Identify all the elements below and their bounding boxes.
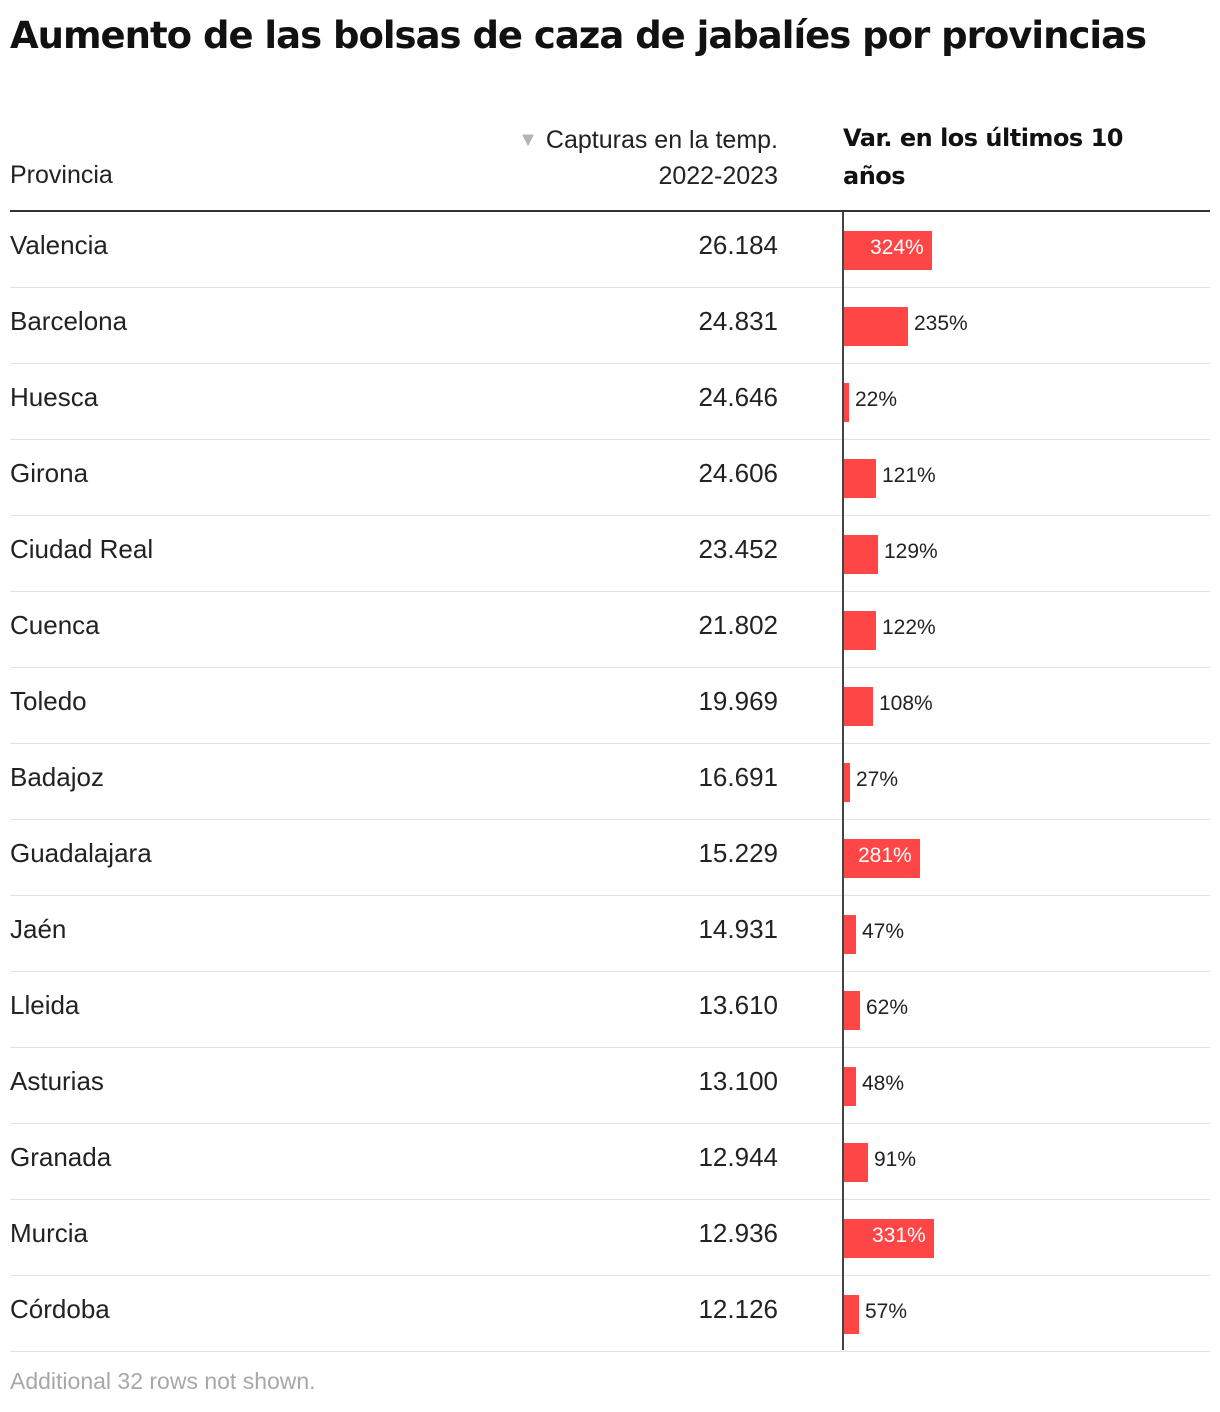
triangle-down-icon: ▼ <box>518 129 538 151</box>
cell-capturas: 12.936 <box>698 1218 778 1248</box>
cell-capturas: 15.229 <box>698 838 778 868</box>
variation-label: 57% <box>865 1300 908 1323</box>
variation-bar <box>843 383 849 422</box>
variation-label: 129% <box>884 540 938 563</box>
table-row: Guadalajara 15.229 281% <box>10 820 1210 896</box>
cell-provincia: Barcelona <box>10 306 128 336</box>
column-header-capturas-line2: 2022-2023 <box>658 162 778 190</box>
cell-capturas: 26.184 <box>698 230 778 260</box>
variation-bar <box>843 991 860 1030</box>
cell-provincia: Girona <box>10 458 89 488</box>
variation-bar <box>843 1143 868 1182</box>
variation-bar <box>843 535 878 574</box>
cell-provincia: Jaén <box>10 914 67 944</box>
variation-label: 235% <box>914 312 968 335</box>
cell-provincia: Asturias <box>10 1066 104 1096</box>
column-header-provincia[interactable]: Provincia <box>10 161 113 189</box>
table-row: Lleida 13.610 62% <box>10 972 1210 1048</box>
header-divider <box>10 210 1210 212</box>
cell-capturas: 12.944 <box>698 1142 778 1172</box>
variation-label: 122% <box>882 616 936 639</box>
cell-provincia: Murcia <box>10 1218 89 1248</box>
table-row: Ciudad Real 23.452 129% <box>10 516 1210 592</box>
variation-bar <box>843 687 873 726</box>
variation-label: 331% <box>872 1224 926 1247</box>
table-row: Girona 24.606 121% <box>10 440 1210 516</box>
cell-provincia: Valencia <box>10 230 108 260</box>
table-row: Jaén 14.931 47% <box>10 896 1210 972</box>
variation-bar <box>843 839 920 878</box>
variation-label: 108% <box>879 692 933 715</box>
variation-label: 281% <box>858 844 912 867</box>
cell-provincia: Guadalajara <box>10 838 152 868</box>
cell-provincia: Badajoz <box>10 762 104 792</box>
table-row: Badajoz 16.691 27% <box>10 744 1210 820</box>
cell-capturas: 24.606 <box>698 458 778 488</box>
column-header-variacion[interactable]: Var. en los últimos 10 años <box>843 124 1123 190</box>
footnote: Additional 32 rows not shown. <box>10 1368 316 1394</box>
variation-label: 27% <box>856 768 899 791</box>
table-row: Asturias 13.100 48% <box>10 1048 1210 1124</box>
cell-capturas: 14.931 <box>698 914 778 944</box>
cell-provincia: Córdoba <box>10 1294 110 1324</box>
table-row: Murcia 12.936 331% <box>10 1200 1210 1276</box>
variation-bar <box>843 1219 934 1258</box>
cell-capturas: 24.646 <box>698 382 778 412</box>
cell-provincia: Ciudad Real <box>10 534 154 564</box>
variation-label: 62% <box>866 996 909 1019</box>
variation-bar <box>843 763 850 802</box>
cell-capturas: 16.691 <box>698 762 778 792</box>
variation-bar <box>843 1295 859 1334</box>
variation-label: 91% <box>874 1148 917 1171</box>
cell-capturas: 24.831 <box>698 306 778 336</box>
table-row: Cuenca 21.802 122% <box>10 592 1210 668</box>
variation-bar <box>843 915 856 954</box>
variation-bar <box>843 459 876 498</box>
cell-capturas: 13.610 <box>698 990 778 1020</box>
cell-provincia: Cuenca <box>10 610 100 640</box>
variation-label: 324% <box>870 236 924 259</box>
variation-bar <box>843 1067 856 1106</box>
column-header-capturas-line1: Capturas en la temp. <box>545 126 778 154</box>
bar-axis-line <box>842 212 844 1350</box>
variation-bar <box>843 231 932 270</box>
table-row: Huesca 24.646 22% <box>10 364 1210 440</box>
table-row: Toledo 19.969 108% <box>10 668 1210 744</box>
cell-provincia: Lleida <box>10 990 80 1020</box>
table-body: Valencia 26.184 324% Barcelona 24.831 235% Hue… <box>0 212 1220 1352</box>
variation-label: 22% <box>855 388 898 411</box>
table-row: Granada 12.944 91% <box>10 1124 1210 1200</box>
cell-capturas: 19.969 <box>698 686 778 716</box>
column-header-capturas[interactable]: ▼ Capturas en la temp. 2022-2023 <box>518 123 778 193</box>
chart-title: Aumento de las bolsas de caza de jabalíe… <box>10 14 1147 57</box>
cell-provincia: Granada <box>10 1142 112 1172</box>
cell-capturas: 23.452 <box>698 534 778 564</box>
table-row: Valencia 26.184 324% <box>10 212 1210 288</box>
variation-bar <box>843 307 908 346</box>
table-row: Córdoba 12.126 57% <box>10 1276 1210 1352</box>
cell-capturas: 21.802 <box>698 610 778 640</box>
cell-provincia: Huesca <box>10 382 99 412</box>
cell-provincia: Toledo <box>10 686 87 716</box>
variation-bar <box>843 611 876 650</box>
variation-label: 47% <box>862 920 905 943</box>
cell-capturas: 12.126 <box>698 1294 778 1324</box>
variation-label: 48% <box>862 1072 905 1095</box>
cell-capturas: 13.100 <box>698 1066 778 1096</box>
variation-label: 121% <box>882 464 936 487</box>
table-row: Barcelona 24.831 235% <box>10 288 1210 364</box>
